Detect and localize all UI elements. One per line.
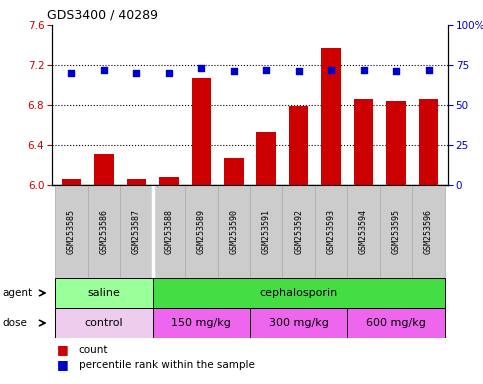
Bar: [127, 179, 146, 185]
Point: [425, 67, 432, 73]
Text: 600 mg/kg: 600 mg/kg: [366, 318, 426, 328]
Bar: [120, 185, 153, 278]
Point: [68, 70, 75, 76]
Text: GSM253594: GSM253594: [359, 209, 368, 254]
Text: GSM253593: GSM253593: [327, 209, 336, 254]
Text: ■: ■: [57, 359, 69, 371]
Bar: [55, 278, 153, 308]
Text: GDS3400 / 40289: GDS3400 / 40289: [47, 8, 158, 21]
Text: dose: dose: [2, 318, 28, 328]
Bar: [256, 132, 276, 185]
Text: agent: agent: [2, 288, 32, 298]
Bar: [153, 278, 445, 308]
Point: [392, 68, 400, 74]
Bar: [224, 158, 243, 185]
Bar: [283, 185, 315, 278]
Text: count: count: [79, 345, 108, 355]
Bar: [354, 99, 373, 185]
Bar: [153, 308, 250, 338]
Bar: [250, 185, 283, 278]
Bar: [419, 99, 438, 185]
Point: [360, 67, 368, 73]
Bar: [94, 154, 114, 185]
Bar: [321, 48, 341, 185]
Bar: [192, 78, 211, 185]
Text: GSM253586: GSM253586: [99, 209, 109, 254]
Text: GSM253589: GSM253589: [197, 209, 206, 254]
Bar: [217, 185, 250, 278]
Point: [165, 70, 173, 76]
Text: GSM253588: GSM253588: [164, 209, 173, 254]
Text: 300 mg/kg: 300 mg/kg: [269, 318, 328, 328]
Text: ■: ■: [57, 344, 69, 356]
Point: [327, 67, 335, 73]
Text: GSM253585: GSM253585: [67, 209, 76, 254]
Text: cephalosporin: cephalosporin: [259, 288, 338, 298]
Text: saline: saline: [87, 288, 120, 298]
Point: [198, 65, 205, 71]
Text: GSM253587: GSM253587: [132, 209, 141, 254]
Text: 150 mg/kg: 150 mg/kg: [171, 318, 231, 328]
Text: GSM253591: GSM253591: [262, 209, 271, 254]
Bar: [88, 185, 120, 278]
Bar: [347, 308, 445, 338]
Bar: [347, 185, 380, 278]
Point: [230, 68, 238, 74]
Point: [295, 68, 302, 74]
Bar: [55, 308, 153, 338]
Bar: [153, 185, 185, 278]
Text: GSM253596: GSM253596: [424, 209, 433, 254]
Bar: [55, 185, 88, 278]
Bar: [315, 185, 347, 278]
Text: GSM253590: GSM253590: [229, 209, 238, 254]
Bar: [412, 185, 445, 278]
Bar: [185, 185, 217, 278]
Point: [100, 67, 108, 73]
Point: [132, 70, 140, 76]
Text: control: control: [85, 318, 123, 328]
Bar: [62, 179, 81, 185]
Bar: [386, 101, 406, 185]
Text: GSM253592: GSM253592: [294, 209, 303, 254]
Bar: [250, 308, 347, 338]
Text: GSM253595: GSM253595: [392, 209, 400, 254]
Bar: [159, 177, 179, 185]
Bar: [380, 185, 412, 278]
Point: [262, 67, 270, 73]
Text: percentile rank within the sample: percentile rank within the sample: [79, 360, 255, 370]
Bar: [289, 106, 309, 185]
